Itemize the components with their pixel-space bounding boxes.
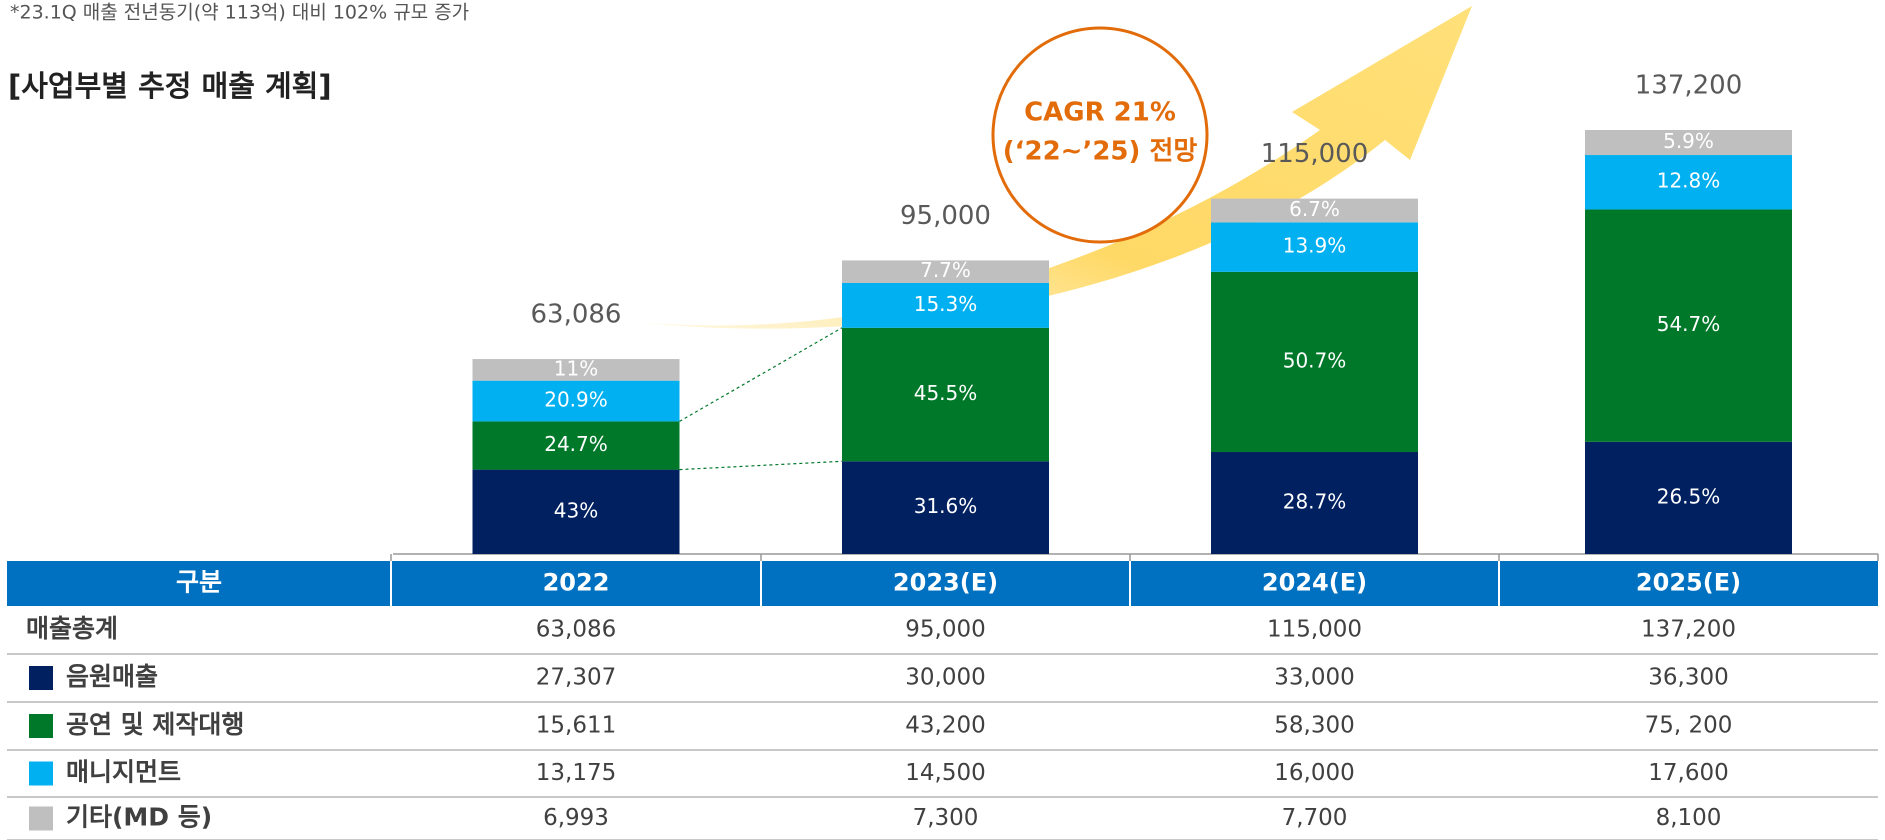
bar-segment	[842, 327, 1049, 462]
table-cell: 33,000	[1274, 665, 1354, 691]
share-label: 15.3%	[914, 292, 978, 316]
table-cell: 7,700	[1282, 805, 1348, 831]
share-label: 20.9%	[544, 388, 608, 412]
share-label: 24.7%	[544, 432, 608, 456]
cagr-circle	[991, 26, 1209, 244]
bar-segment	[472, 421, 680, 470]
bar-segment	[1211, 452, 1418, 554]
total-label: 115,000	[1261, 139, 1369, 169]
bar-segment	[1585, 441, 1792, 554]
legend-swatch	[29, 666, 53, 690]
table-cell: 13,175	[536, 760, 616, 786]
table-header-bg	[7, 561, 1878, 606]
share-label: 43%	[554, 498, 598, 522]
cagr-period: (‘22~’25) 전망	[1003, 137, 1198, 167]
table-cell: 14,500	[905, 760, 985, 786]
table-header: 2024(E)	[1262, 569, 1367, 597]
total-label: 137,200	[1635, 71, 1743, 101]
total-label: 95,000	[900, 201, 991, 231]
bar-segment	[1211, 198, 1418, 223]
row-label: 매출총계	[26, 614, 118, 643]
connector	[679, 327, 843, 422]
row-label: 기타(MD 등)	[66, 803, 212, 832]
table-cell: 16,000	[1274, 760, 1354, 786]
share-label: 11%	[554, 356, 598, 380]
table-cell: 6,993	[543, 805, 609, 831]
table-cell: 15,611	[536, 713, 616, 739]
legend-swatch	[29, 714, 53, 738]
share-label: 7.7%	[920, 258, 971, 282]
bar-segment	[1585, 209, 1792, 442]
note: *23.1Q 매출 전년동기(약 113억) 대비 102% 규모 증가	[10, 2, 469, 24]
row-label: 음원매출	[66, 662, 158, 691]
total-label: 63,086	[531, 300, 622, 330]
connector	[679, 460, 843, 471]
table-cell: 30,000	[905, 665, 985, 691]
cagr-text: CAGR 21%	[1024, 98, 1176, 128]
bar-segment	[1585, 155, 1792, 210]
table-cell: 115,000	[1267, 617, 1362, 643]
share-label: 5.9%	[1663, 129, 1714, 153]
bar-segment	[842, 282, 1049, 328]
table-header: 구분	[176, 568, 222, 597]
table-cell: 8,100	[1656, 805, 1722, 831]
bar-segment	[472, 380, 680, 422]
table-cell: 95,000	[905, 617, 985, 643]
table-cell: 63,086	[536, 617, 616, 643]
share-label: 45.5%	[914, 381, 978, 405]
table-cell: 75, 200	[1645, 713, 1733, 739]
table-cell: 27,307	[536, 665, 616, 691]
bar-segment	[842, 260, 1049, 283]
row-label: 공연 및 제작대행	[66, 710, 244, 739]
table-cell: 7,300	[913, 805, 979, 831]
share-label: 12.8%	[1657, 169, 1721, 193]
chart-title: [사업부별 추정 매출 계획]	[8, 69, 332, 103]
share-label: 54.7%	[1657, 312, 1721, 336]
share-label: 28.7%	[1283, 490, 1347, 514]
table-header: 2025(E)	[1636, 569, 1741, 597]
table-cell: 137,200	[1641, 617, 1736, 643]
bar-segment	[472, 469, 680, 554]
share-label: 31.6%	[914, 494, 978, 518]
bar-segment	[1585, 130, 1792, 156]
share-label: 50.7%	[1283, 348, 1347, 372]
legend-swatch	[29, 806, 53, 831]
table-cell: 17,600	[1648, 760, 1728, 786]
share-label: 13.9%	[1283, 234, 1347, 258]
row-label: 매니지먼트	[66, 758, 181, 787]
table-cell: 43,200	[905, 713, 985, 739]
table-header: 2022	[543, 569, 610, 597]
share-label: 6.7%	[1289, 197, 1340, 221]
table-header: 2023(E)	[893, 569, 998, 597]
growth-arrow	[637, 6, 1472, 329]
bar-segment	[472, 359, 680, 381]
bar-segment	[1211, 271, 1418, 453]
table-cell: 36,300	[1648, 665, 1728, 691]
legend-swatch	[29, 761, 53, 786]
table-cell: 58,300	[1274, 713, 1354, 739]
bar-segment	[1211, 222, 1418, 272]
share-label: 26.5%	[1657, 484, 1721, 508]
bar-segment	[842, 461, 1049, 554]
